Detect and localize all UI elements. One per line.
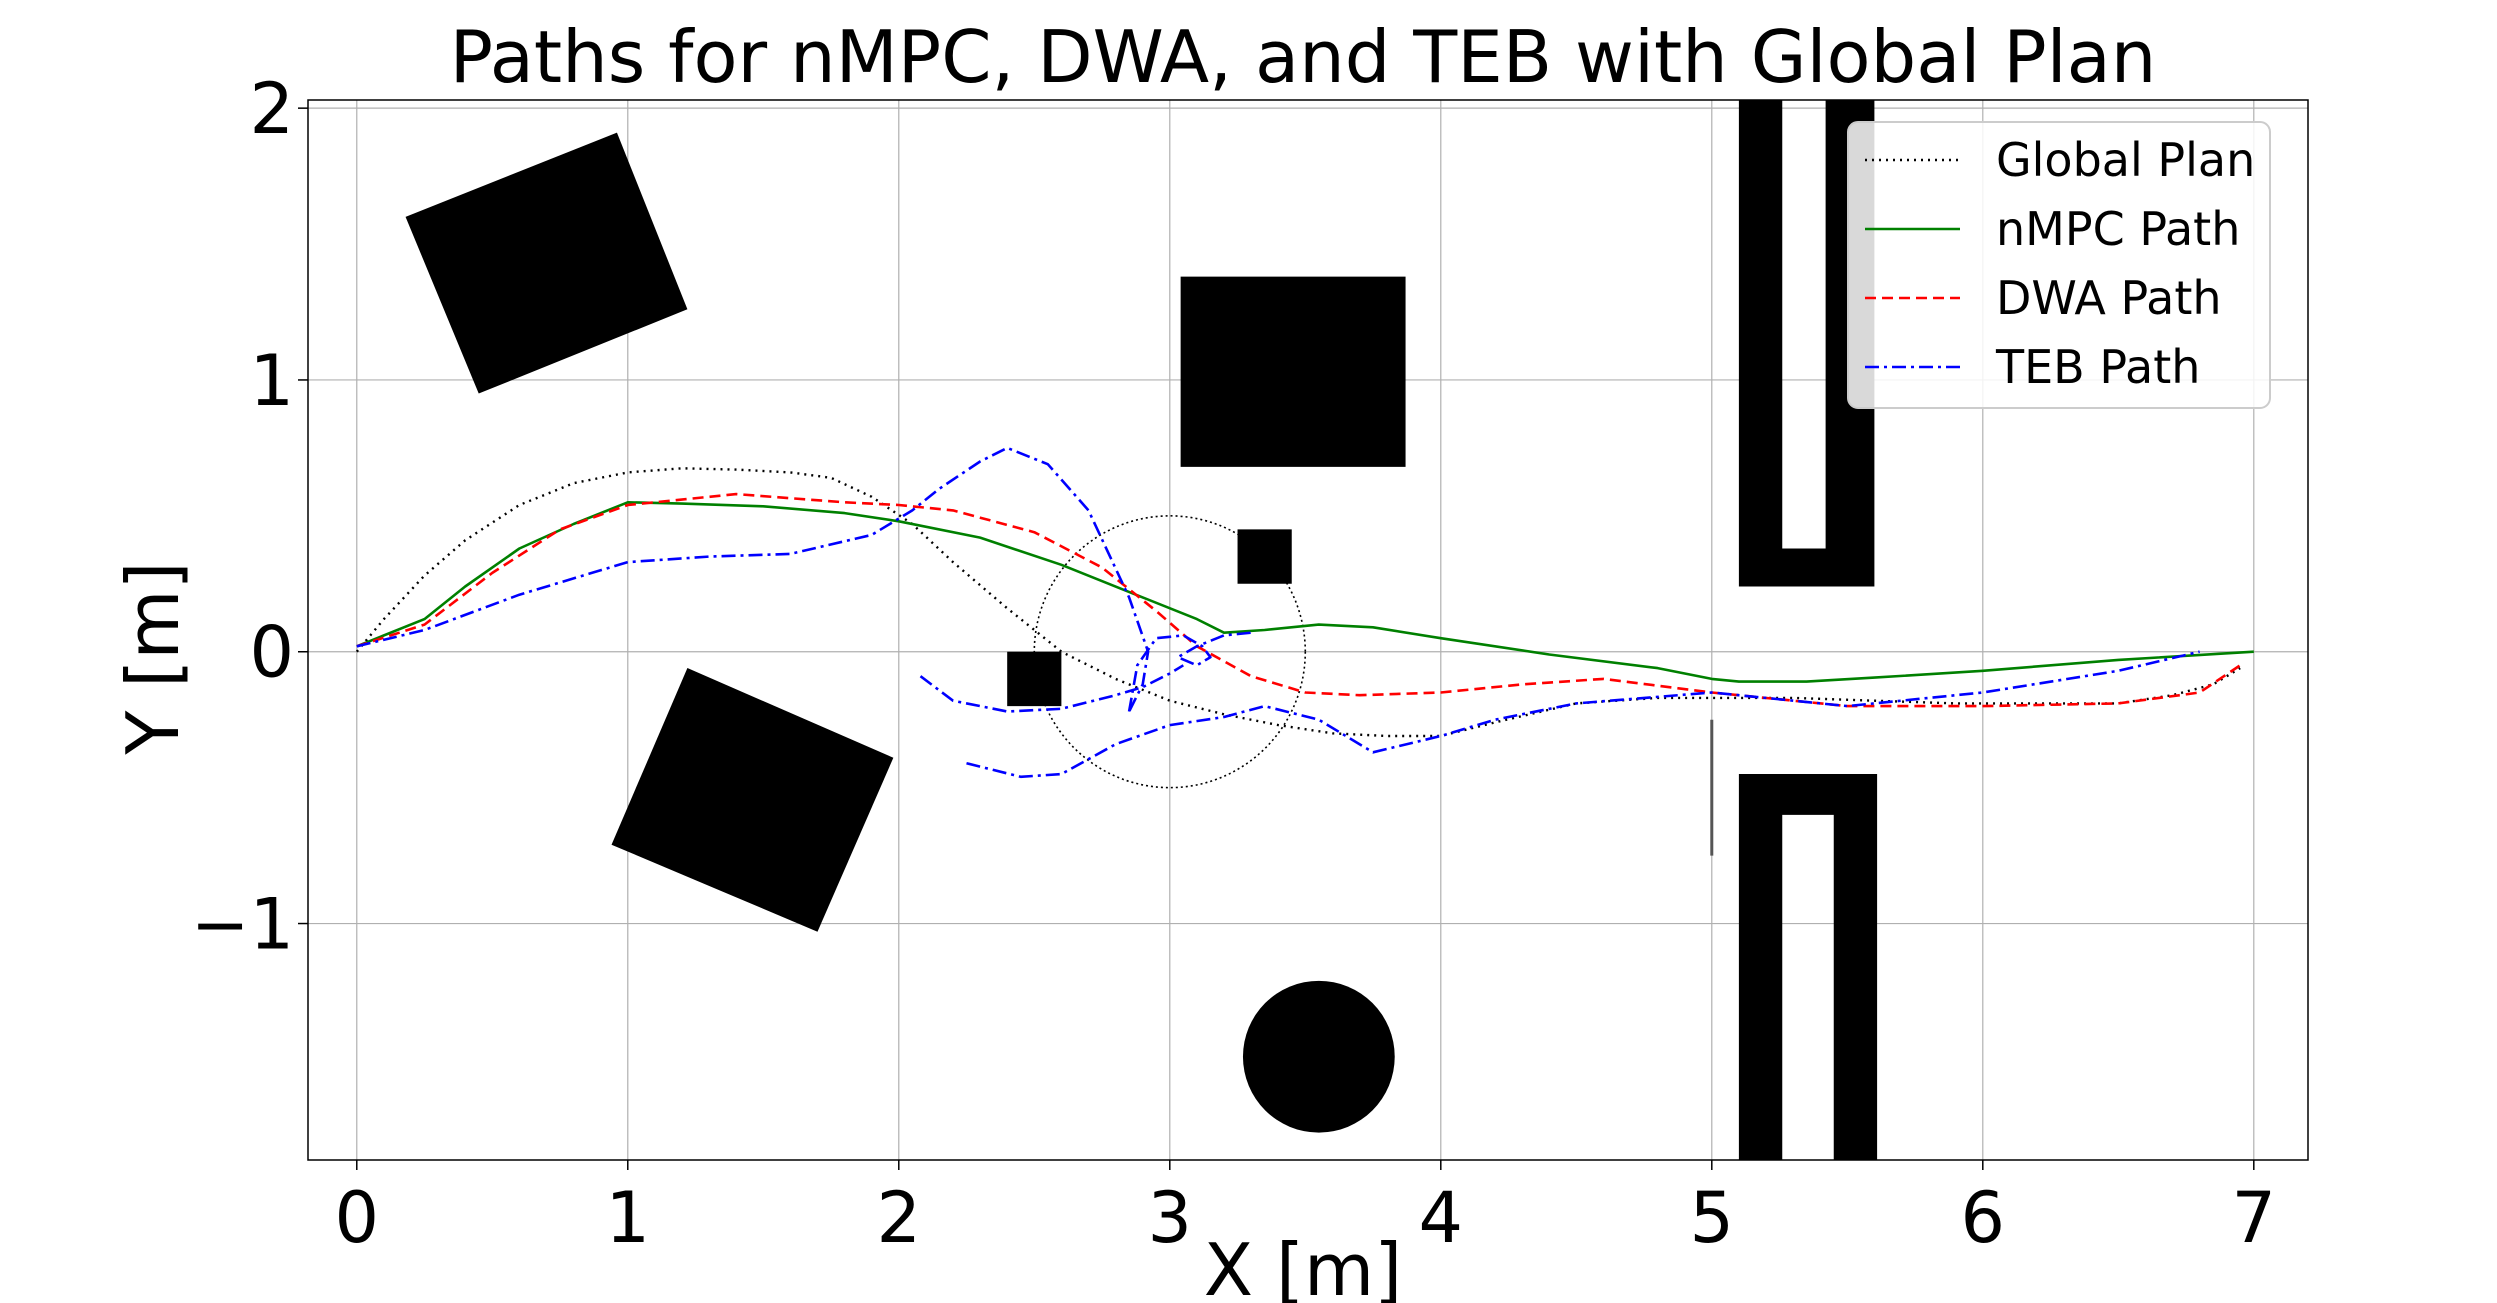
obstacle [1738,100,1875,587]
y-tick-label: 2 [249,68,294,150]
obstacle [1180,276,1406,467]
x-tick-label: 5 [1690,1177,1735,1259]
x-tick-label: 1 [606,1177,651,1259]
x-axis-label: X [m] [1204,1228,1403,1303]
x-tick-label: 6 [1961,1177,2006,1259]
x-tick-label: 7 [2232,1177,2277,1259]
annotations [1033,515,1307,789]
obstacle [1007,651,1062,707]
x-tick-label: 4 [1419,1177,1464,1259]
legend: Global Plan nMPC Path DWA Path TEB Path [1847,121,2271,409]
legend-box [1847,121,2271,409]
chart-title: Paths for nMPC, DWA, and TEB with Global… [450,15,2157,99]
obstacle [611,668,894,932]
y-axis-label: Y [m] [111,561,195,755]
series [355,446,2254,779]
series-line-teb-path [356,446,1150,713]
y-tick-label: 0 [249,612,294,694]
legend-label: nMPC Path [1996,202,2240,256]
x-ticks: 0 1 2 3 4 5 6 7 [335,1160,2277,1259]
y-ticks: −1 0 1 2 [191,68,308,966]
x-tick-label: 3 [1148,1177,1193,1259]
obstacle-circle [1242,980,1395,1133]
series-line-teb-path [966,650,2200,779]
series-line-teb-path [1127,631,1252,712]
series-line-global-plan [355,467,2241,738]
x-tick-label: 0 [335,1177,380,1259]
series-line-nmpc-path [356,501,2254,683]
x-tick-label: 2 [877,1177,922,1259]
obstacle [405,132,688,394]
y-tick-label: 1 [249,340,294,422]
plot-frame [307,99,2309,1161]
obstacle [1738,774,1878,1160]
legend-label: Global Plan [1996,133,2255,187]
obstacles [405,100,1878,1160]
obstacle [1237,529,1292,584]
y-tick-label: −1 [191,884,294,966]
goal-radius-circle [1033,515,1307,789]
legend-label: TEB Path [1995,340,2200,394]
legend-label: DWA Path [1996,271,2222,325]
